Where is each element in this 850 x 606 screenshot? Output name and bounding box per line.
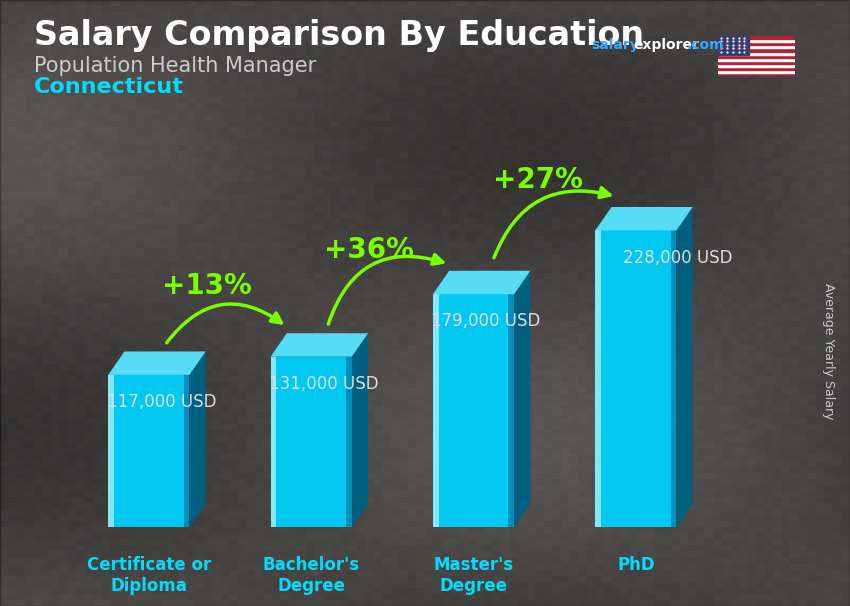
FancyArrowPatch shape [167, 304, 281, 343]
Polygon shape [270, 333, 368, 357]
Bar [718, 55, 795, 58]
Text: Master's
Degree: Master's Degree [434, 556, 513, 594]
Text: +27%: +27% [493, 165, 583, 194]
Polygon shape [433, 294, 514, 527]
Polygon shape [677, 207, 693, 527]
Text: Bachelor's
Degree: Bachelor's Degree [263, 556, 360, 594]
Polygon shape [108, 351, 206, 375]
FancyArrowPatch shape [494, 188, 610, 258]
Bar [718, 36, 795, 39]
Bar [718, 64, 795, 67]
Bar [718, 48, 795, 52]
Bar [718, 39, 795, 42]
Bar [718, 58, 795, 61]
Polygon shape [595, 207, 693, 230]
Bar [718, 73, 795, 76]
Polygon shape [508, 294, 514, 527]
Polygon shape [190, 351, 206, 527]
Bar [718, 45, 795, 48]
Polygon shape [433, 271, 530, 294]
Text: 228,000 USD: 228,000 USD [623, 248, 733, 267]
Polygon shape [514, 271, 530, 527]
Bar [718, 61, 795, 64]
Text: +13%: +13% [162, 272, 252, 301]
Polygon shape [433, 294, 439, 527]
Text: Certificate or
Diploma: Certificate or Diploma [87, 556, 211, 594]
Text: 179,000 USD: 179,000 USD [431, 313, 541, 330]
Text: Connecticut: Connecticut [34, 77, 184, 97]
Text: Salary Comparison By Education: Salary Comparison By Education [34, 19, 644, 52]
Text: +36%: +36% [324, 236, 414, 264]
Text: explorer: explorer [633, 38, 699, 52]
Bar [718, 52, 795, 55]
Bar [718, 70, 795, 73]
Text: .com: .com [687, 38, 724, 52]
Text: Average Yearly Salary: Average Yearly Salary [822, 283, 836, 420]
Polygon shape [270, 357, 276, 527]
Polygon shape [346, 357, 352, 527]
Bar [718, 67, 795, 70]
FancyArrowPatch shape [328, 255, 443, 324]
Bar [718, 42, 795, 45]
Text: Population Health Manager: Population Health Manager [34, 56, 316, 76]
Polygon shape [595, 230, 601, 527]
Text: salary: salary [591, 38, 638, 52]
Polygon shape [108, 375, 114, 527]
Text: 131,000 USD: 131,000 USD [269, 375, 378, 393]
Polygon shape [595, 230, 677, 527]
Polygon shape [270, 357, 352, 527]
Text: PhD: PhD [617, 556, 654, 574]
Polygon shape [671, 230, 677, 527]
Polygon shape [108, 375, 190, 527]
Polygon shape [184, 375, 190, 527]
Bar [718, 36, 749, 55]
Text: 117,000 USD: 117,000 USD [106, 393, 216, 411]
Polygon shape [352, 333, 368, 527]
